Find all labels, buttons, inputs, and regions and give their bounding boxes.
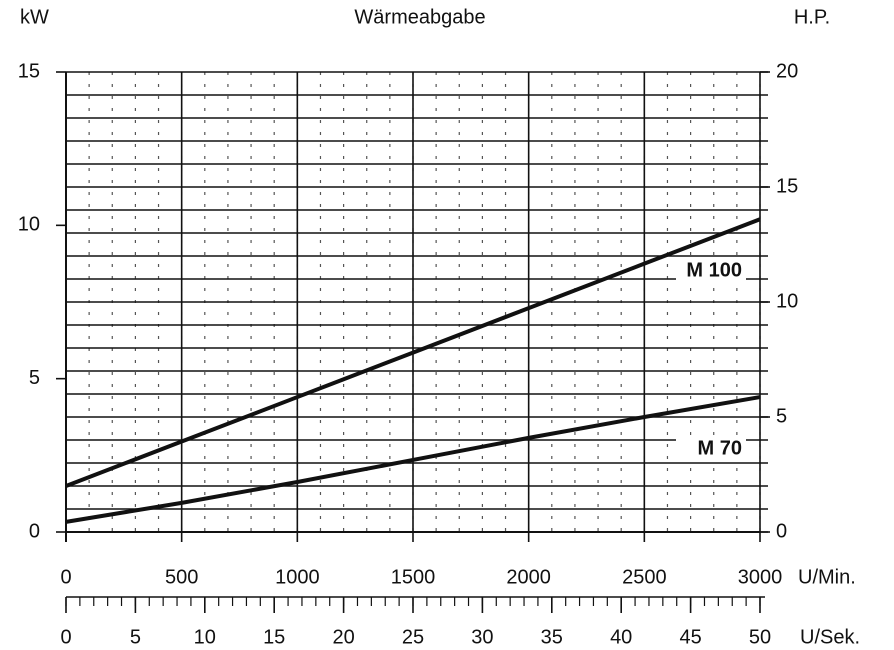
y-tick-label: 5 [29, 367, 40, 389]
series-label-bg [676, 437, 746, 462]
x2-tick-label: 35 [541, 626, 563, 648]
chart-title: Wärmeabgabe [354, 6, 485, 28]
x2-axis-label: U/Sek. [800, 626, 860, 648]
x2-tick-label: 20 [332, 626, 354, 648]
x-tick-label: 500 [165, 566, 198, 588]
y2-tick-label: 15 [776, 175, 798, 197]
x-tick-label: 1000 [275, 566, 320, 588]
y2-tick-label: 5 [776, 405, 787, 427]
y-axis-label: kW [20, 6, 49, 28]
x2-tick-label: 25 [402, 626, 424, 648]
series-line [65, 395, 761, 524]
x2-tick-label: 40 [610, 626, 632, 648]
series-line [65, 217, 761, 488]
x2-tick-label: 10 [194, 626, 216, 648]
series-label: M 70 [698, 437, 742, 459]
x-tick-label: 2500 [622, 566, 667, 588]
series-label-bg [676, 259, 746, 284]
x-tick-label: 1500 [391, 566, 436, 588]
y-tick-label: 0 [29, 520, 40, 542]
x2-tick-label: 50 [749, 626, 771, 648]
series-label: M 100 [686, 259, 742, 281]
x2-tick-label: 45 [679, 626, 701, 648]
x-axis-label: U/Min. [798, 566, 856, 588]
y2-axis-label: H.P. [794, 6, 830, 28]
y2-tick-label: 10 [776, 290, 798, 312]
x2-tick-label: 15 [263, 626, 285, 648]
x2-tick-label: 5 [130, 626, 141, 648]
x2-tick-label: 0 [60, 626, 71, 648]
y2-tick-label: 20 [776, 60, 798, 82]
y-tick-label: 15 [18, 60, 40, 82]
x-tick-label: 3000 [738, 566, 783, 588]
x-tick-label: 2000 [506, 566, 551, 588]
x-tick-label: 0 [60, 566, 71, 588]
y2-tick-label: 0 [776, 520, 787, 542]
y-tick-label: 10 [18, 214, 40, 236]
x2-tick-label: 30 [471, 626, 493, 648]
